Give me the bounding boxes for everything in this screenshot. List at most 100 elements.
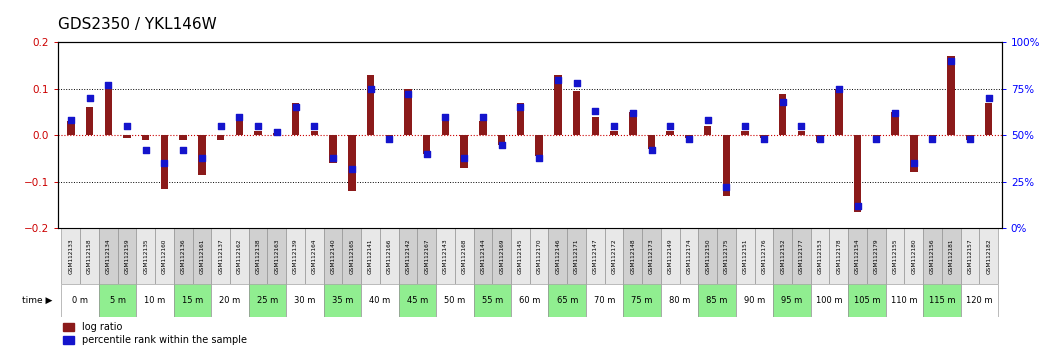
Text: GSM112145: GSM112145 — [518, 238, 522, 274]
Text: GSM112159: GSM112159 — [125, 238, 129, 274]
Bar — [136, 284, 174, 317]
Bar — [436, 284, 473, 317]
Bar — [723, 135, 730, 196]
Point — [455, 155, 472, 160]
Point — [493, 142, 510, 147]
Bar — [849, 284, 885, 317]
Point — [100, 82, 116, 88]
Point — [362, 86, 379, 92]
Text: GSM112178: GSM112178 — [836, 238, 841, 274]
Point — [812, 136, 829, 142]
Text: GSM112181: GSM112181 — [948, 238, 954, 274]
Bar — [718, 228, 735, 284]
Point — [250, 123, 266, 129]
Text: GSM112151: GSM112151 — [743, 238, 748, 274]
Text: GSM112144: GSM112144 — [480, 238, 486, 274]
Text: GSM112158: GSM112158 — [87, 238, 92, 274]
Bar — [361, 284, 399, 317]
Point — [624, 110, 641, 116]
Bar — [348, 135, 356, 191]
Point — [681, 136, 698, 142]
Point — [569, 80, 585, 86]
Bar — [254, 131, 262, 135]
Bar — [473, 284, 511, 317]
Bar — [629, 112, 637, 135]
Bar — [592, 117, 599, 135]
Bar — [923, 228, 942, 284]
Text: 0 m: 0 m — [72, 296, 88, 305]
Bar — [461, 135, 468, 168]
Text: GSM112156: GSM112156 — [930, 238, 935, 274]
Text: GSM112148: GSM112148 — [630, 238, 636, 274]
Bar — [473, 228, 492, 284]
Bar — [211, 228, 230, 284]
Bar — [399, 284, 436, 317]
Bar — [249, 228, 267, 284]
Point — [193, 155, 210, 160]
Text: GDS2350 / YKL146W: GDS2350 / YKL146W — [58, 17, 216, 32]
Text: GSM112155: GSM112155 — [893, 238, 898, 274]
Point — [662, 123, 679, 129]
Text: GSM112135: GSM112135 — [144, 238, 148, 274]
Point — [381, 136, 398, 142]
Point — [419, 151, 435, 157]
Bar — [735, 228, 754, 284]
Bar — [623, 284, 661, 317]
Bar — [136, 228, 155, 284]
Point — [156, 160, 173, 166]
Point — [755, 136, 772, 142]
Bar — [436, 228, 455, 284]
Bar — [160, 135, 168, 189]
Bar — [773, 284, 811, 317]
Bar — [961, 228, 980, 284]
Bar — [479, 121, 487, 135]
Bar — [604, 228, 623, 284]
Point — [306, 123, 323, 129]
Text: GSM112133: GSM112133 — [68, 238, 73, 274]
Bar — [492, 228, 511, 284]
Point — [831, 86, 848, 92]
Point — [886, 110, 903, 116]
Bar — [404, 89, 411, 135]
Point — [718, 184, 734, 190]
Text: 90 m: 90 m — [744, 296, 765, 305]
Text: GSM112157: GSM112157 — [967, 238, 972, 274]
Text: GSM112150: GSM112150 — [705, 238, 710, 274]
Bar — [305, 228, 324, 284]
Bar — [516, 103, 524, 135]
Bar — [117, 228, 136, 284]
Text: GSM112152: GSM112152 — [780, 238, 785, 274]
Bar — [680, 228, 699, 284]
Text: GSM112170: GSM112170 — [537, 238, 541, 274]
Bar — [773, 228, 792, 284]
Bar — [928, 135, 936, 140]
Point — [643, 147, 660, 153]
Bar — [830, 228, 849, 284]
Bar — [866, 228, 885, 284]
Bar — [811, 284, 849, 317]
Bar — [198, 135, 206, 175]
Bar — [549, 228, 568, 284]
Bar — [273, 133, 280, 135]
Text: 30 m: 30 m — [295, 296, 316, 305]
Bar — [174, 284, 211, 317]
Text: 105 m: 105 m — [854, 296, 880, 305]
Text: GSM112175: GSM112175 — [724, 238, 729, 274]
Bar — [797, 131, 805, 135]
Bar — [661, 228, 680, 284]
Point — [924, 136, 941, 142]
Text: 10 m: 10 m — [145, 296, 166, 305]
Text: GSM112162: GSM112162 — [237, 238, 242, 274]
Text: 15 m: 15 m — [181, 296, 204, 305]
Bar — [685, 135, 692, 138]
Bar — [80, 228, 99, 284]
Bar — [623, 228, 642, 284]
Point — [605, 123, 622, 129]
Bar — [892, 112, 899, 135]
Bar — [67, 121, 74, 135]
Bar — [966, 135, 973, 140]
Bar — [742, 131, 749, 135]
Point — [586, 108, 603, 114]
Text: GSM112153: GSM112153 — [817, 238, 822, 274]
Bar — [124, 135, 131, 138]
